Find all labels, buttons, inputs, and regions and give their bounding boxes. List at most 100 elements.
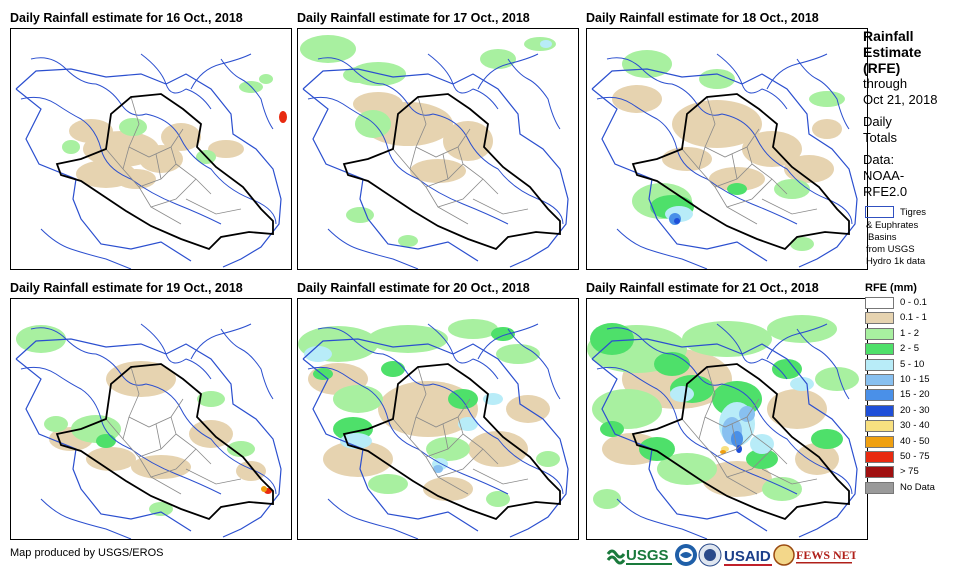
- rainfall-patch: [346, 207, 374, 223]
- rainfall-patch: [44, 416, 68, 432]
- legend-class-label: > 75: [900, 466, 919, 478]
- legend-class: > 75: [863, 465, 967, 480]
- fewsnet-logo: FEWS NET: [773, 544, 858, 566]
- country-boundary: [55, 363, 274, 521]
- river: [20, 366, 222, 495]
- rainfall-patch: [161, 123, 201, 151]
- country-boundary: [631, 93, 850, 251]
- rainfall-layer: [62, 74, 287, 189]
- legend-totals: Totals: [863, 130, 897, 145]
- dhs-logo: [698, 543, 722, 567]
- rainfall-patch: [300, 35, 356, 63]
- legend-data-source-2: RFE2.0: [863, 184, 908, 199]
- map-svg: [587, 315, 859, 539]
- basin-line-4: Hydro 1k data: [866, 256, 926, 267]
- rainfall-patch: [784, 155, 834, 183]
- river: [507, 328, 561, 400]
- rainfall-patch: [540, 40, 552, 48]
- river: [307, 96, 509, 225]
- river: [140, 53, 212, 110]
- rainfall-patch: [62, 140, 80, 154]
- rainfall-patch: [750, 434, 774, 454]
- rainfall-patch: [672, 100, 762, 148]
- rainfall-patch: [119, 118, 147, 136]
- legend-swatch: [865, 312, 894, 325]
- rainfall-patch: [279, 111, 287, 123]
- legend-swatch: [865, 451, 894, 463]
- river: [30, 57, 277, 225]
- legend-title-2: Estimate: [863, 44, 922, 60]
- river: [507, 58, 561, 130]
- legend-class: 40 - 50: [863, 435, 967, 450]
- country-boundary: [55, 93, 274, 251]
- rainfall-patch: [736, 445, 742, 453]
- svg-text:USAID: USAID: [724, 548, 771, 565]
- province-boundaries: [681, 96, 818, 225]
- rainfall-patch: [774, 179, 810, 199]
- rainfall-patch: [612, 85, 662, 113]
- rainfall-patch: [767, 389, 827, 429]
- map-svg: [298, 319, 569, 539]
- rainfall-patch: [368, 474, 408, 494]
- country-boundary: [342, 363, 561, 521]
- province-boundaries: [105, 96, 242, 225]
- rainfall-patch: [592, 389, 662, 429]
- legend-swatch: [865, 389, 894, 402]
- rainfall-layer: [612, 50, 845, 251]
- panel-title: Daily Rainfall estimate for 20 Oct., 201…: [297, 281, 530, 295]
- panel-title: Daily Rainfall estimate for 21 Oct., 201…: [586, 281, 819, 295]
- map-svg: [591, 50, 858, 269]
- river: [190, 53, 252, 90]
- rainfall-layer: [300, 35, 556, 247]
- rainfall-patch: [259, 74, 273, 84]
- rainfall-patch: [69, 119, 113, 143]
- river: [616, 228, 708, 269]
- river-layer: [20, 53, 277, 269]
- river: [140, 323, 212, 380]
- river: [796, 328, 850, 400]
- rainfall-patch: [197, 391, 225, 407]
- legend-class: 30 - 40: [863, 419, 967, 434]
- legend-swatches: 0 - 0.1 0.1 - 1 1 - 2 2 - 5 5 - 10 10 - 15 15 …: [863, 296, 967, 496]
- river: [596, 96, 798, 225]
- rainfall-patch: [468, 431, 528, 467]
- legend-class: No Data: [863, 481, 967, 496]
- legend-swatch: [865, 420, 894, 433]
- legend-class-label: 1 - 2: [900, 327, 920, 339]
- rainfall-patch: [762, 477, 802, 501]
- river: [616, 498, 708, 539]
- basin-swatch: [865, 206, 894, 218]
- legend-class-label: 2 - 5: [900, 343, 920, 355]
- rainfall-map: [586, 298, 868, 540]
- basin-line-1: & Euphrates: [866, 220, 919, 231]
- rainfall-patch: [304, 346, 332, 362]
- rainfall-patch: [815, 367, 859, 391]
- legend-class: 1 - 2: [863, 327, 967, 342]
- panel-title: Daily Rainfall estimate for 16 Oct., 201…: [10, 11, 243, 25]
- legend-swatch: [865, 481, 894, 494]
- basin-line-3: from USGS: [866, 244, 915, 255]
- rainfall-patch: [720, 450, 726, 454]
- legend-swatch: [865, 358, 894, 371]
- province-boundaries: [392, 96, 529, 225]
- legend-through: through: [863, 76, 908, 91]
- legend-data-label: Data:: [863, 152, 895, 167]
- river: [716, 53, 788, 110]
- rainfall-map: [10, 28, 292, 270]
- map-credit: Map produced by USGS/EROS: [10, 547, 164, 559]
- legend-swatch: [865, 374, 894, 386]
- rainfall-patch: [767, 315, 837, 343]
- rainfall-patch: [261, 486, 267, 492]
- rainfall-patch: [790, 377, 814, 391]
- rainfall-patch: [739, 406, 755, 422]
- legend-title-3: (RFE): [863, 60, 901, 76]
- legend-swatch: [865, 404, 894, 417]
- rainfall-patch: [536, 451, 560, 467]
- legend-class-label: No Data: [900, 481, 935, 493]
- rainfall-patch: [458, 417, 478, 431]
- province-boundaries: [105, 366, 242, 495]
- river: [20, 96, 222, 225]
- rainfall-patch: [654, 352, 690, 376]
- rainfall-patch: [333, 385, 383, 413]
- province-boundaries: [392, 366, 529, 495]
